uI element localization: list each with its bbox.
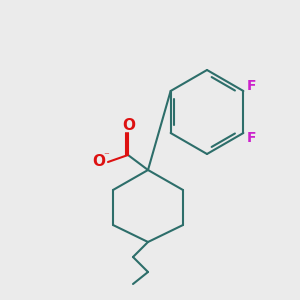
- Text: F: F: [246, 130, 256, 145]
- Text: F: F: [246, 80, 256, 94]
- Text: ⁻: ⁻: [103, 151, 109, 161]
- Text: O: O: [122, 118, 136, 133]
- Text: O: O: [92, 154, 106, 169]
